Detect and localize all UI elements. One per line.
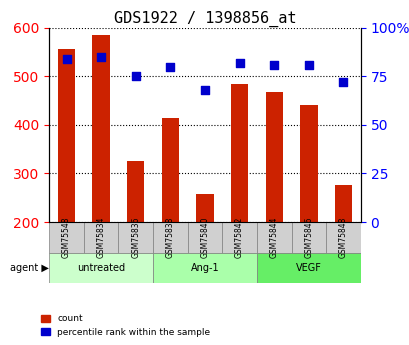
Text: GSM75844: GSM75844 (269, 217, 278, 258)
FancyBboxPatch shape (326, 222, 360, 253)
FancyBboxPatch shape (83, 222, 118, 253)
Point (339, 79, 346, 85)
Bar (230, 83, 248, 222)
Text: agent ▶: agent ▶ (10, 263, 49, 273)
Text: GSM75846: GSM75846 (303, 217, 312, 258)
Legend: count, percentile rank within the sample: count, percentile rank within the sample (37, 311, 213, 341)
Text: Ang-1: Ang-1 (190, 263, 219, 273)
Bar (334, 185, 351, 222)
FancyBboxPatch shape (153, 222, 187, 253)
Bar (265, 92, 282, 222)
FancyBboxPatch shape (291, 222, 326, 253)
FancyBboxPatch shape (256, 253, 360, 283)
Text: VEGF: VEGF (295, 263, 321, 273)
Text: GSM75848: GSM75848 (338, 217, 347, 258)
Text: GSM75840: GSM75840 (200, 217, 209, 258)
Point (236, 60, 242, 65)
Bar (92, 35, 110, 222)
Text: GDS1922 / 1398856_at: GDS1922 / 1398856_at (113, 10, 296, 27)
Text: GSM75836: GSM75836 (131, 217, 140, 258)
Point (63, 56, 70, 61)
FancyBboxPatch shape (49, 222, 83, 253)
FancyBboxPatch shape (222, 222, 256, 253)
FancyBboxPatch shape (187, 222, 222, 253)
FancyBboxPatch shape (256, 222, 291, 253)
Point (167, 64, 173, 69)
FancyBboxPatch shape (118, 222, 153, 253)
Point (270, 62, 277, 67)
Text: GSM75838: GSM75838 (166, 217, 175, 258)
Bar (299, 106, 317, 222)
Bar (58, 49, 75, 222)
Text: GSM75842: GSM75842 (234, 217, 243, 258)
Point (132, 73, 139, 79)
Text: untreated: untreated (77, 263, 125, 273)
Point (98, 54, 104, 60)
Bar (127, 161, 144, 222)
Bar (161, 118, 179, 222)
FancyBboxPatch shape (153, 253, 256, 283)
FancyBboxPatch shape (49, 253, 153, 283)
Point (305, 62, 311, 67)
Text: GSM75548: GSM75548 (62, 217, 71, 258)
Point (201, 87, 208, 92)
Text: GSM75834: GSM75834 (97, 217, 106, 258)
Bar (196, 194, 213, 222)
